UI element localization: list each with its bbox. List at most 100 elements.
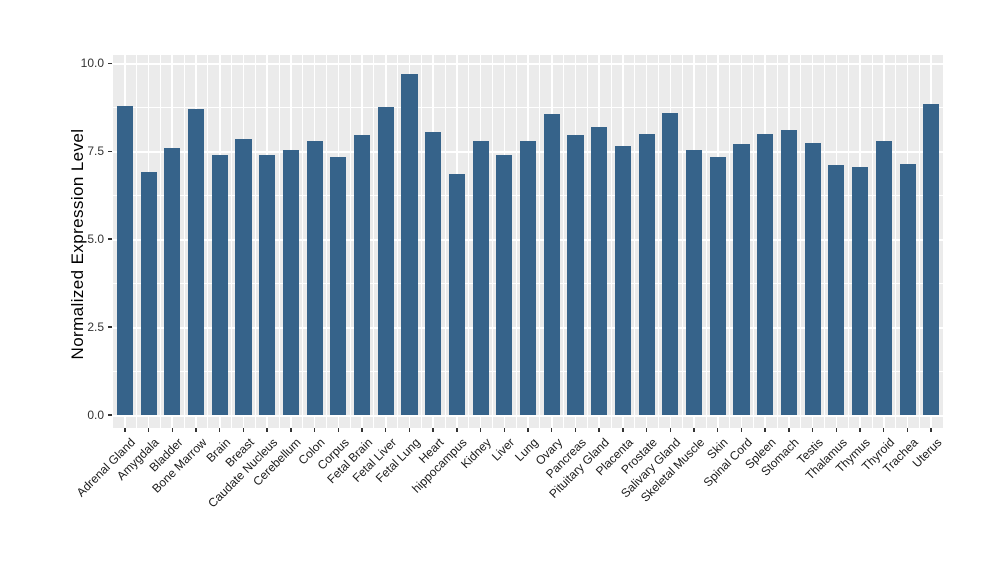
- bar-slot: [659, 55, 683, 428]
- x-tick-mark: [811, 428, 814, 432]
- x-tick-mark: [171, 428, 174, 432]
- x-tick-mark: [740, 428, 743, 432]
- gridline-minor-x: [492, 55, 493, 428]
- y-tick-mark: [108, 414, 112, 416]
- x-tick-mark: [788, 428, 790, 432]
- y-tick-mark: [108, 62, 112, 65]
- gridline-minor-x: [610, 55, 612, 428]
- bar-slot: [137, 55, 161, 428]
- bar-uterus: [923, 103, 940, 415]
- gridline-minor-x: [444, 55, 446, 428]
- bar-pancreas: [567, 135, 584, 415]
- bar-slot: [421, 55, 446, 428]
- gridline-minor-x: [847, 55, 849, 428]
- gridline-minor-x: [397, 55, 399, 428]
- bar-slot: [303, 55, 327, 428]
- gridline-minor-x: [634, 55, 636, 428]
- x-tick-mark: [574, 428, 577, 432]
- bar-slot: [587, 55, 612, 428]
- gridline-minor-x: [563, 55, 565, 428]
- bar-amygdala: [140, 172, 157, 415]
- bar-bone-marrow: [187, 109, 205, 415]
- bar-slot: [160, 55, 185, 428]
- x-tick-mark: [124, 428, 126, 432]
- y-tick-label: 7.5: [87, 144, 104, 159]
- gridline-minor-x: [681, 55, 683, 428]
- bar-skin: [709, 156, 726, 415]
- bar-colon: [306, 140, 323, 415]
- bar-slot: [350, 55, 375, 428]
- gridline-minor-x: [278, 55, 280, 428]
- x-tick-mark: [503, 428, 506, 432]
- gridline-minor-x: [752, 55, 754, 428]
- y-tick-label: 0.0: [87, 408, 104, 422]
- gridline-minor-x: [207, 55, 209, 428]
- bar-corpus: [330, 156, 347, 415]
- x-tick-mark: [764, 428, 766, 432]
- y-tick-mark: [108, 238, 112, 240]
- x-tick-mark: [313, 428, 316, 432]
- bar-thalamus: [828, 165, 845, 415]
- x-tick-mark: [384, 428, 387, 432]
- x-tick-mark: [479, 428, 482, 432]
- y-tick-label: 5.0: [87, 232, 104, 247]
- x-tick-mark: [930, 428, 932, 432]
- bar-cerebellum: [282, 149, 299, 415]
- gridline-minor-x: [159, 55, 161, 428]
- bar-slot: [896, 55, 920, 428]
- plot-panel: [113, 55, 943, 428]
- bar-breast: [235, 139, 252, 415]
- x-tick-mark: [337, 428, 340, 432]
- bar-stomach: [780, 130, 798, 415]
- bar-placenta: [614, 146, 631, 415]
- bar-slot: [682, 55, 707, 428]
- gridline-minor-x: [231, 55, 233, 428]
- bar-slot: [801, 55, 825, 428]
- gridline-minor-x: [136, 55, 138, 428]
- x-tick-mark: [195, 428, 197, 432]
- bar-spleen: [757, 133, 774, 415]
- bar-slot: [208, 55, 233, 428]
- bar-slot: [445, 55, 470, 428]
- bar-hippocampus: [448, 174, 465, 415]
- bar-slot: [516, 55, 541, 428]
- bar-slot: [872, 55, 897, 428]
- x-tick-mark: [622, 428, 624, 432]
- bar-slot: [232, 55, 256, 428]
- bar-slot: [493, 55, 517, 428]
- bar-slot: [184, 55, 209, 428]
- bar-fetal-lung: [401, 73, 418, 415]
- gridline-minor-x: [183, 55, 185, 428]
- bar-slot: [255, 55, 280, 428]
- y-tick-mark: [108, 150, 112, 153]
- bar-slot: [919, 55, 943, 428]
- gridline-minor-x: [468, 55, 470, 428]
- x-tick-mark: [408, 428, 411, 432]
- x-tick-mark: [645, 428, 648, 432]
- bar-liver: [496, 154, 513, 415]
- bar-slot: [730, 55, 754, 428]
- bar-slot: [777, 55, 802, 428]
- x-tick-mark: [456, 428, 458, 432]
- x-tick-mark: [147, 428, 150, 432]
- bar-prostate: [638, 133, 655, 415]
- x-tick-mark: [527, 428, 529, 432]
- bar-slot: [113, 55, 138, 428]
- gridline-minor-x: [302, 55, 304, 428]
- gridline-minor-x: [918, 55, 920, 428]
- x-tick-mark: [432, 428, 434, 432]
- bar-pituitary-gland: [591, 126, 608, 415]
- x-tick-mark: [361, 428, 363, 432]
- x-tick-mark: [669, 428, 672, 432]
- gridline-minor-x: [586, 55, 588, 428]
- gridline-minor-x: [254, 55, 256, 428]
- bar-adrenal-gland: [116, 105, 133, 415]
- gridline-minor-x: [658, 55, 659, 428]
- x-tick-mark: [882, 428, 885, 432]
- bar-thymus: [852, 167, 869, 415]
- bar-heart: [425, 131, 442, 415]
- bar-slot: [374, 55, 399, 428]
- gridline-minor-x: [895, 55, 897, 428]
- gridline-minor-x: [824, 55, 825, 428]
